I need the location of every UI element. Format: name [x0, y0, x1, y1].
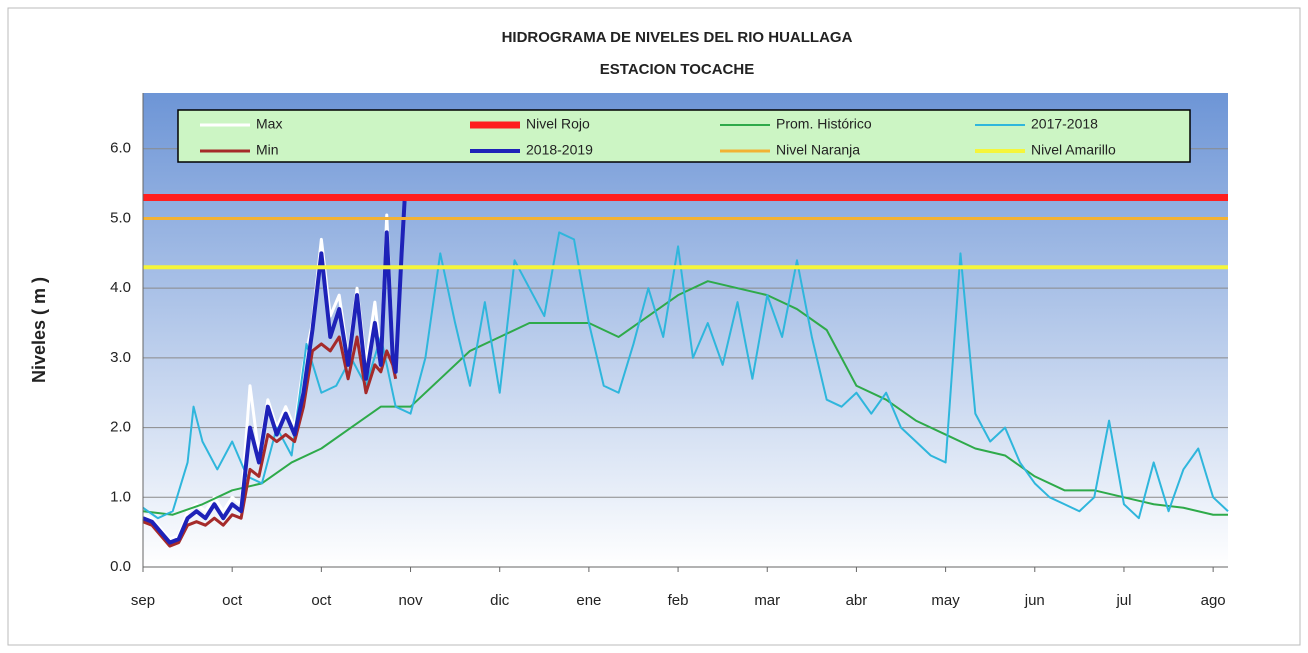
y-tick-label: 4.0: [110, 279, 131, 296]
y-tick-label: 3.0: [110, 349, 131, 366]
y-tick-label: 6.0: [110, 140, 131, 157]
chart-subtitle: ESTACION TOCACHE: [600, 61, 754, 78]
plot-area: [143, 93, 1228, 567]
y-tick-label: 0.0: [110, 558, 131, 575]
x-tick-label: dic: [490, 592, 510, 609]
y-tick-label: 5.0: [110, 209, 131, 226]
x-tick-label: abr: [846, 592, 868, 609]
y-tick-label: 1.0: [110, 488, 131, 505]
x-tick-label: mar: [754, 592, 780, 609]
x-tick-label: feb: [668, 592, 689, 609]
axes: 0.0 1.0 2.0 3.0 4.0 5.0 6.0 sep oct oct nov dic ene f…: [110, 93, 1228, 609]
x-tick-label: ago: [1201, 592, 1226, 609]
x-tick-label: jun: [1024, 592, 1045, 609]
legend-label: Min: [256, 142, 279, 158]
chart-title: HIDROGRAMA DE NIVELES DEL RIO HUALLAGA: [502, 29, 853, 46]
legend-entries: Max Nivel Rojo Prom. Histórico 2017-2018 Min…: [200, 116, 1116, 158]
legend-label: Nivel Naranja: [776, 142, 860, 158]
legend-label: Nivel Amarillo: [1031, 142, 1116, 158]
x-tick-label: nov: [398, 592, 423, 609]
legend: [177, 109, 1191, 163]
y-tick-label: 2.0: [110, 419, 131, 436]
legend-label: Max: [256, 116, 282, 132]
series-lines: [142, 194, 1229, 548]
series-line: [142, 280, 1228, 516]
series-line: [142, 335, 398, 548]
legend-label: 2017-2018: [1031, 116, 1098, 132]
legend-label: Prom. Histórico: [776, 116, 872, 132]
series-line: [142, 200, 407, 545]
x-tick-label: oct: [222, 592, 243, 609]
x-tick-label: may: [931, 592, 960, 609]
x-tick-label: oct: [311, 592, 332, 609]
x-tick-label: ene: [576, 592, 601, 609]
y-axis-label: Niveles ( m ): [29, 277, 49, 383]
x-tick-label: jul: [1115, 592, 1131, 609]
x-tick-label: sep: [131, 592, 155, 609]
legend-label: Nivel Rojo: [526, 116, 590, 132]
legend-label: 2018-2019: [526, 142, 593, 158]
